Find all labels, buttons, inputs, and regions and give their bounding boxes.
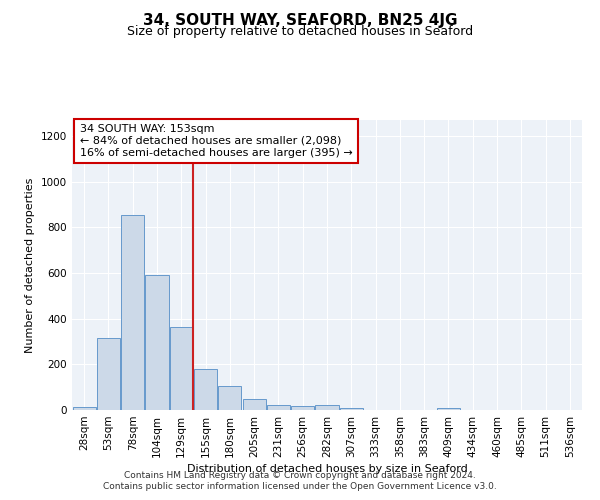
- Bar: [340, 408, 363, 410]
- Text: Contains HM Land Registry data © Crown copyright and database right 2024.: Contains HM Land Registry data © Crown c…: [124, 471, 476, 480]
- Bar: [242, 400, 266, 410]
- Text: 34 SOUTH WAY: 153sqm
← 84% of detached houses are smaller (2,098)
16% of semi-de: 34 SOUTH WAY: 153sqm ← 84% of detached h…: [80, 124, 352, 158]
- Text: Size of property relative to detached houses in Seaford: Size of property relative to detached ho…: [127, 25, 473, 38]
- Bar: [97, 338, 120, 410]
- Bar: [170, 326, 193, 410]
- Text: Contains public sector information licensed under the Open Government Licence v3: Contains public sector information licen…: [103, 482, 497, 491]
- Bar: [121, 215, 144, 410]
- X-axis label: Distribution of detached houses by size in Seaford: Distribution of detached houses by size …: [187, 464, 467, 474]
- Text: 34, SOUTH WAY, SEAFORD, BN25 4JG: 34, SOUTH WAY, SEAFORD, BN25 4JG: [143, 12, 457, 28]
- Bar: [316, 406, 338, 410]
- Bar: [145, 276, 169, 410]
- Bar: [291, 406, 314, 410]
- Bar: [194, 369, 217, 410]
- Bar: [267, 406, 290, 410]
- Bar: [73, 406, 95, 410]
- Bar: [437, 408, 460, 410]
- Bar: [218, 386, 241, 410]
- Y-axis label: Number of detached properties: Number of detached properties: [25, 178, 35, 352]
